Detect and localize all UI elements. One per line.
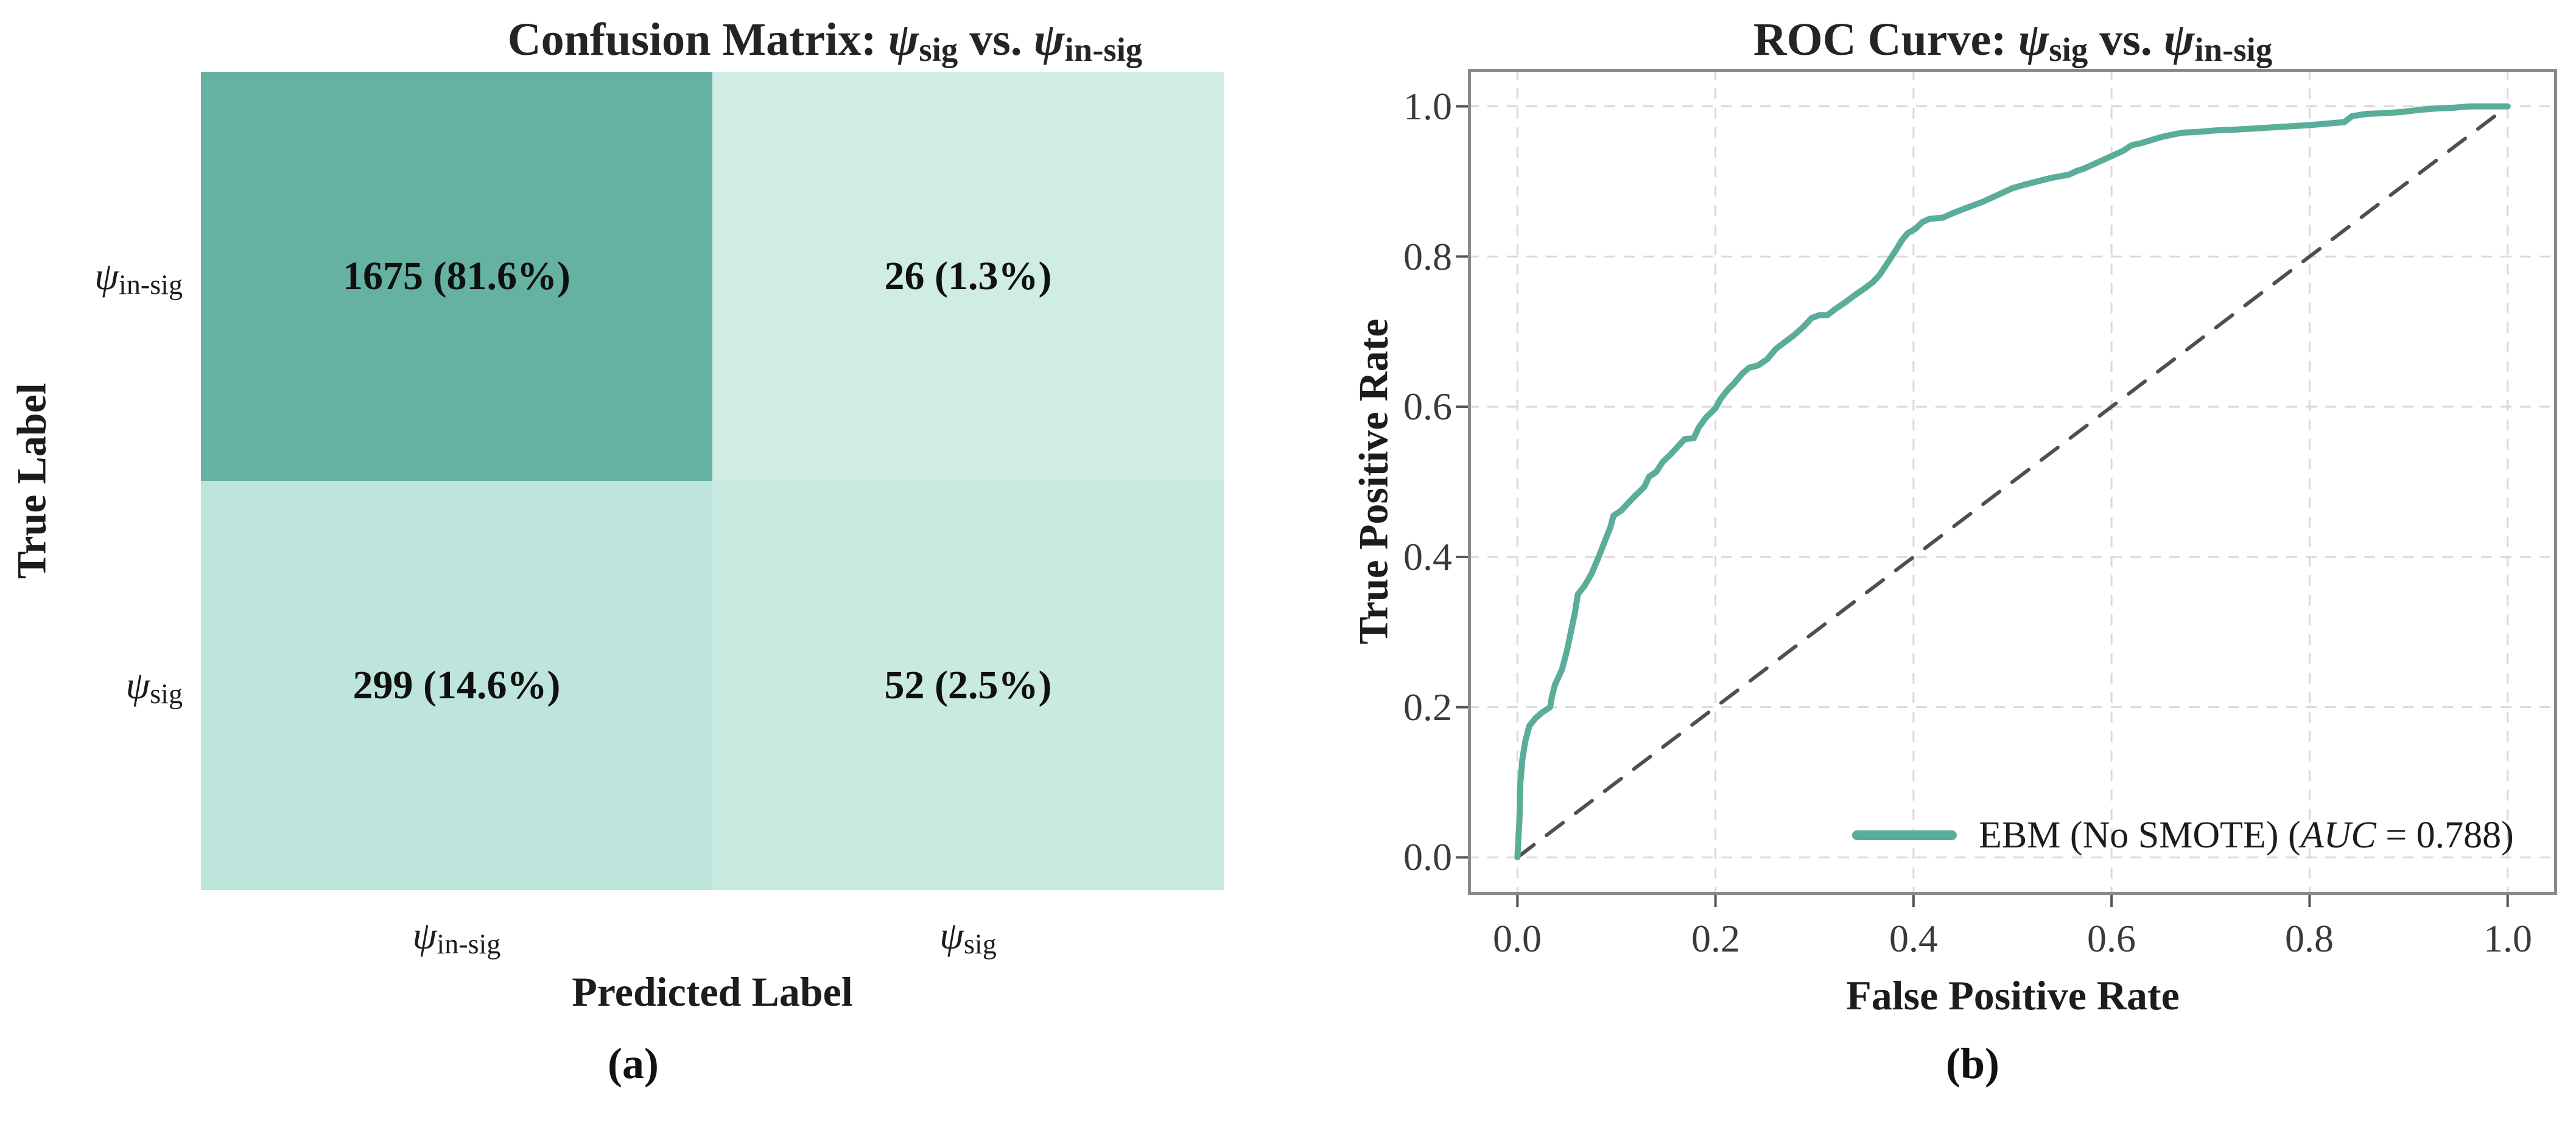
psi-symbol: ψ xyxy=(2018,14,2049,65)
roc-title-sub-sig: sig xyxy=(2049,30,2088,68)
confusion-matrix-title: Confusion Matrix: ψsig vs. ψin-sig xyxy=(507,13,1143,68)
roc-ytick-0.2: 0.2 xyxy=(1403,685,1452,729)
cm-ylabel-true-label: True Label xyxy=(8,383,55,579)
cm-cell-value: 26 (1.3%) xyxy=(884,254,1052,298)
roc-legend-line-swatch xyxy=(1852,830,1957,840)
roc-legend-text-suffix: = 0.788) xyxy=(2376,814,2514,856)
cm-cell-value: 299 (14.6%) xyxy=(353,663,561,707)
roc-legend-text-prefix: EBM (No SMOTE) ( xyxy=(1979,814,2301,856)
cm-row-sub: in-sig xyxy=(119,269,183,301)
cm-cell-value: 52 (2.5%) xyxy=(884,663,1052,707)
roc-panel: ROC Curve: ψsig vs. ψin-sig xyxy=(1285,0,2576,1122)
cm-col-label-in-sig: ψin-sig xyxy=(365,908,548,967)
psi-symbol: ψ xyxy=(888,14,919,65)
roc-ytick-0.8: 0.8 xyxy=(1403,235,1452,278)
cm-row-label-sig: ψsig xyxy=(0,658,183,717)
roc-ytick-0.0: 0.0 xyxy=(1403,835,1452,878)
roc-xtick-0.4: 0.4 xyxy=(1889,917,1938,960)
psi-symbol: ψ xyxy=(412,914,437,957)
cm-row-label-in-sig: ψin-sig xyxy=(0,249,183,307)
subfigure-caption-b: (b) xyxy=(1946,1039,1999,1088)
confusion-matrix-panel: Confusion Matrix: ψsig vs. ψin-sig 1675 … xyxy=(0,0,1285,1122)
roc-xtick-0.6: 0.6 xyxy=(2087,917,2136,960)
roc-ytick-0.4: 0.4 xyxy=(1403,535,1452,578)
roc-chart-svg xyxy=(1456,69,2557,907)
cm-cell-true-sig-pred-insig: 299 (14.6%) xyxy=(201,481,712,890)
cm-title-prefix: Confusion Matrix: xyxy=(507,14,888,65)
roc-plot-area xyxy=(1456,69,2557,907)
cm-cell-true-sig-pred-sig: 52 (2.5%) xyxy=(712,481,1224,890)
subfigure-caption-a: (a) xyxy=(608,1039,659,1088)
cm-title-vs: vs. xyxy=(958,14,1034,65)
psi-symbol: ψ xyxy=(125,664,150,707)
roc-xtick-0.8: 0.8 xyxy=(2285,917,2334,960)
cm-col-label-sig: ψsig xyxy=(877,908,1059,967)
roc-xlabel-false-positive-rate: False Positive Rate xyxy=(1846,972,2180,1019)
psi-symbol: ψ xyxy=(94,254,119,298)
roc-title-vs: vs. xyxy=(2088,14,2164,65)
roc-ylabel-true-positive-rate: True Positive Rate xyxy=(1350,318,1397,645)
cm-xlabel-predicted-label: Predicted Label xyxy=(572,969,853,1015)
psi-symbol: ψ xyxy=(1033,14,1065,65)
cm-cell-true-insig-pred-sig: 26 (1.3%) xyxy=(712,72,1224,481)
psi-symbol: ψ xyxy=(939,914,964,957)
roc-xtick-0.0: 0.0 xyxy=(1493,917,1542,960)
roc-title-sub-insig: in-sig xyxy=(2194,30,2273,68)
cm-row-sub: sig xyxy=(150,678,183,710)
roc-title-prefix: ROC Curve: xyxy=(1753,14,2018,65)
roc-xtick-1.0: 1.0 xyxy=(2483,917,2532,960)
cm-cell-true-insig-pred-insig: 1675 (81.6%) xyxy=(201,72,712,481)
cm-col-sub: in-sig xyxy=(437,928,501,960)
cm-title-sub-insig: in-sig xyxy=(1064,30,1143,68)
roc-legend: EBM (No SMOTE) (AUC = 0.788) xyxy=(1852,810,2514,861)
roc-title: ROC Curve: ψsig vs. ψin-sig xyxy=(1753,13,2273,68)
cm-title-sub-sig: sig xyxy=(919,30,958,68)
roc-legend-auc-word: AUC xyxy=(2300,814,2376,856)
psi-symbol: ψ xyxy=(2163,14,2195,65)
cm-col-sub: sig xyxy=(963,928,997,960)
roc-ytick-0.6: 0.6 xyxy=(1403,385,1452,428)
roc-ytick-1.0: 1.0 xyxy=(1403,85,1452,128)
confusion-matrix-grid: 1675 (81.6%) 26 (1.3%) 299 (14.6%) 52 (2… xyxy=(201,72,1224,890)
cm-cell-value: 1675 (81.6%) xyxy=(343,254,570,298)
roc-legend-label: EBM (No SMOTE) (AUC = 0.788) xyxy=(1979,814,2514,857)
roc-xtick-0.2: 0.2 xyxy=(1691,917,1740,960)
